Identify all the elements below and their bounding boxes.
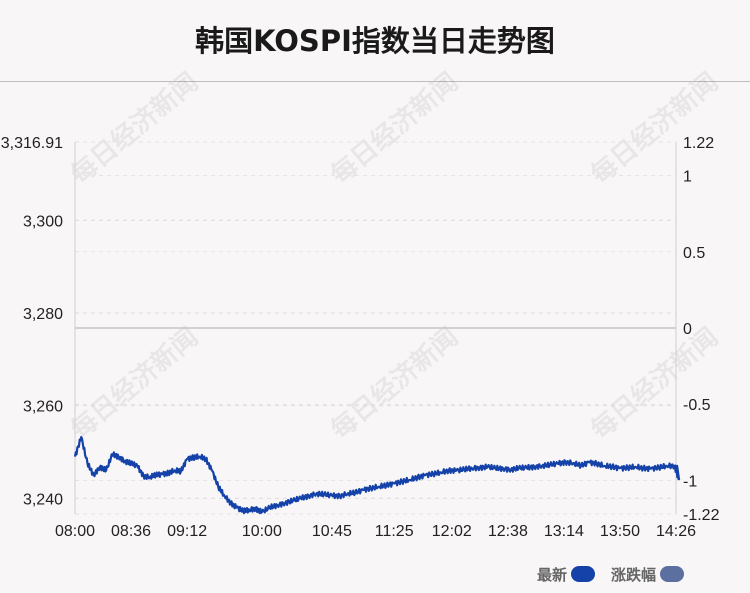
chart-title: 韩国KOSPI指数当日走势图 (195, 24, 555, 58)
y-left-tick-label: 3,300 (23, 213, 63, 230)
axis-layer: 3,316.91 3,300 3,280 3,260 3,240 1.22 1 0.5 0 -0.… (1, 135, 720, 540)
x-tick-label: 13:50 (600, 523, 640, 540)
y-right-tick-label: 1 (683, 169, 692, 186)
x-tick-label: 08:00 (55, 523, 95, 540)
x-tick-label: 12:38 (488, 523, 528, 540)
series-line-latest (73, 436, 681, 515)
legend-swatch-latest (570, 566, 595, 582)
legend-item-change[interactable]: 涨跌幅 (611, 564, 684, 585)
header-divider (0, 81, 750, 82)
watermark-text: 每日经济新闻 (65, 321, 204, 445)
x-tick-label: 10:45 (312, 523, 352, 540)
legend: 最新 涨跌幅 (527, 563, 684, 585)
y-right-tick-label: 1.22 (683, 135, 714, 152)
y-left-tick-label: 3,240 (23, 491, 63, 508)
y-right-tick-label: -0.5 (683, 397, 711, 414)
y-right-tick-label: -1 (683, 473, 697, 490)
y-left-tick-label: 3,260 (23, 399, 63, 416)
legend-label-latest: 最新 (536, 565, 567, 584)
y-right-tick-label: 0 (683, 321, 692, 338)
y-right-tick-label: -1.22 (683, 507, 720, 524)
y-left-tick-label: 3,280 (23, 306, 63, 323)
x-tick-label: 10:00 (242, 523, 282, 540)
watermark-text: 每日经济新闻 (585, 66, 724, 190)
y-right-tick-label: 0.5 (683, 245, 705, 262)
y-left-tick-label: 3,316.91 (1, 135, 63, 152)
legend-item-latest[interactable]: 最新 (537, 564, 595, 585)
grid-layer (75, 141, 676, 515)
series-layer (73, 436, 681, 515)
watermark-text: 每日经济新闻 (585, 321, 724, 445)
watermark-text: 每日经济新闻 (325, 321, 464, 445)
x-tick-label: 09:12 (167, 523, 207, 540)
watermark-text: 每日经济新闻 (325, 66, 464, 190)
legend-swatch-change (660, 566, 684, 582)
watermark-text: 每日经济新闻 (65, 66, 204, 190)
x-tick-label: 11:25 (375, 523, 414, 540)
x-tick-label: 13:14 (544, 523, 584, 540)
legend-label-change: 涨跌幅 (610, 565, 656, 584)
x-tick-label: 14:26 (656, 523, 696, 540)
x-tick-label: 08:36 (111, 523, 151, 540)
x-tick-label: 12:02 (432, 523, 472, 540)
